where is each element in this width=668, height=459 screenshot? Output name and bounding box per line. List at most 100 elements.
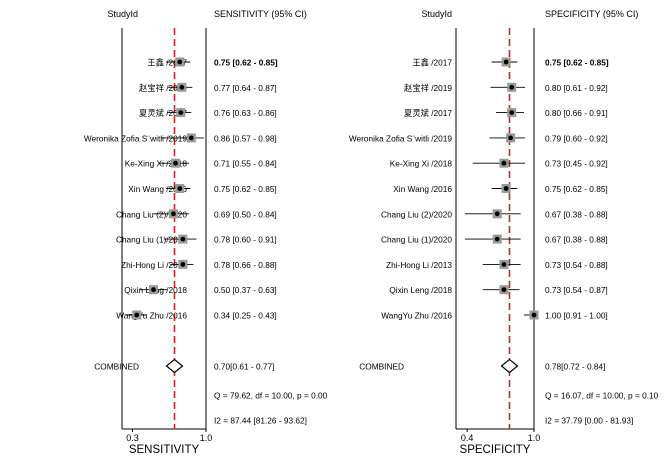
study-row: Zhi-Hong Li /2013 0.73 [0.54 - 0.88] (386, 259, 608, 270)
point-estimate-marker (151, 287, 156, 293)
study-ci-value: 0.67 [0.38 - 0.88] (545, 235, 608, 245)
study-ci-value: 0.75 [0.62 - 0.85] (545, 58, 609, 68)
combined-diamond (165, 358, 184, 374)
study-row: Zhi-Hong Li /2013 0.78 [0.66 - 0.88] (121, 259, 277, 270)
point-estimate-marker (494, 211, 500, 217)
point-estimate-marker (501, 262, 507, 267)
study-ci-value: 0.73 [0.54 - 0.88] (545, 260, 608, 270)
point-estimate-marker (178, 110, 184, 115)
study-ci-value: 0.77 [0.64 - 0.87] (214, 83, 277, 93)
study-name: 赵宝祥 /2019 (139, 83, 187, 93)
combined-ci-value: 0.78[0.72 - 0.84] (545, 362, 605, 372)
study-row: Xin Wang /2016 0.75 [0.62 - 0.85] (128, 184, 277, 194)
point-estimate-marker (188, 135, 194, 141)
point-estimate-marker (171, 211, 176, 217)
study-ci-value: 0.67 [0.38 - 0.88] (545, 209, 608, 219)
study-row: Chang Liu (2)/2020 0.67 [0.38 - 0.88] (381, 209, 608, 219)
study-name: Weronika Zofia S¨witli /2019 (349, 133, 453, 143)
study-ci-value: 0.73 [0.45 - 0.92] (545, 159, 608, 169)
study-ci-value: 0.71 [0.55 - 0.84] (214, 159, 277, 169)
study-ci-value: 1.00 [0.91 - 1.00] (545, 311, 608, 321)
x-axis-label: SPECIFICITY (460, 444, 531, 456)
point-estimate-marker (501, 160, 507, 166)
header-study-id: StudyId (107, 9, 138, 19)
point-estimate-marker (501, 287, 507, 293)
study-ci-value: 0.73 [0.54 - 0.87] (545, 285, 608, 295)
study-row: Ke-Xing Xi /2018 0.73 [0.45 - 0.92] (390, 158, 608, 169)
study-name: 王鑫 /2017 (147, 58, 187, 68)
study-ci-value: 0.75 [0.62 - 0.85] (545, 184, 608, 194)
study-row: Chang Liu (1)/2020 0.67 [0.38 - 0.88] (381, 234, 608, 245)
header-ci: SENSITIVITY (95% CI) (214, 9, 307, 19)
study-ci-value: 0.75 [0.62 - 0.85] (214, 184, 277, 194)
x-tick-label: 1.0 (528, 433, 541, 443)
point-estimate-marker (180, 236, 186, 242)
x-axis-label: SENSITIVITY (129, 444, 200, 456)
study-row: Ke-Xing Xi /2018 0.71 [0.55 - 0.84] (125, 158, 277, 169)
point-estimate-marker (503, 186, 509, 191)
study-row: Xin Wang /2016 0.75 [0.62 - 0.85] (393, 184, 608, 194)
study-row: 赵宝祥 /2019 0.77 [0.64 - 0.87] (139, 82, 277, 93)
study-name: Xin Wang /2016 (128, 184, 187, 194)
study-name: 赵宝祥 /2019 (404, 83, 452, 93)
heterogeneity-stat: I2 = 37.79 [0.00 - 81.93] (545, 416, 633, 426)
combined-diamond (500, 358, 519, 374)
study-row: WangYu Zhu /2016 0.34 [0.25 - 0.43] (116, 310, 277, 321)
study-row: 夏灵斌 /2017 0.80 [0.66 - 0.91] (404, 108, 608, 118)
study-name: 夏灵斌 /2017 (139, 108, 187, 118)
forest-panel-2: StudyId SPECIFICITY (95% CI) 0.4 1.0SPECIFI… (349, 9, 659, 456)
study-row: Weronika Zofia S¨witli /2019 0.86 [0.57 -… (84, 133, 277, 143)
point-estimate-marker (509, 84, 515, 90)
combined-ci-value: 0.70[0.61 - 0.77] (214, 362, 274, 372)
study-ci-value: 0.50 [0.37 - 0.63] (214, 285, 277, 295)
point-estimate-marker (180, 262, 186, 267)
study-name: Chang Liu (1)/2020 (116, 235, 187, 245)
study-name: Chang Liu (2)/2020 (116, 209, 187, 219)
study-name: 夏灵斌 /2017 (404, 108, 452, 118)
study-row: Weronika Zofia S¨witli /2019 0.79 [0.60 -… (349, 133, 608, 143)
study-ci-value: 0.34 [0.25 - 0.43] (214, 311, 277, 321)
study-name: Zhi-Hong Li /2013 (386, 260, 452, 270)
study-ci-value: 0.69 [0.50 - 0.84] (214, 209, 277, 219)
study-name: Chang Liu (2)/2020 (381, 209, 452, 219)
point-estimate-marker (531, 312, 537, 318)
study-name: Zhi-Hong Li /2013 (121, 260, 187, 270)
point-estimate-marker (177, 59, 183, 65)
study-ci-value: 0.80 [0.66 - 0.91] (545, 108, 608, 118)
combined-label: COMBINED (94, 362, 139, 372)
study-name: 王鑫 /2017 (412, 58, 452, 68)
forest-panel-1: StudyId SENSITIVITY (95% CI) 0.3 1.0SENSITI… (84, 9, 328, 456)
point-estimate-marker (494, 236, 500, 242)
x-tick-label: 0.3 (126, 433, 139, 443)
study-name: Qixin Leng /2018 (389, 285, 452, 295)
study-ci-value: 0.78 [0.66 - 0.88] (214, 260, 277, 270)
study-row: 王鑫 /2017 0.75 [0.62 - 0.85] (147, 57, 278, 68)
study-name: WangYu Zhu /2016 (116, 311, 187, 321)
header-study-id: StudyId (421, 9, 452, 19)
combined-label: COMBINED (359, 362, 404, 372)
study-name: Xin Wang /2016 (393, 184, 452, 194)
point-estimate-marker (177, 186, 183, 191)
study-row: WangYu Zhu /2016 1.00 [0.91 - 1.00] (381, 310, 608, 321)
study-ci-value: 0.80 [0.61 - 0.92] (545, 83, 608, 93)
study-name: Chang Liu (1)/2020 (381, 235, 452, 245)
x-tick-label: 1.0 (200, 433, 213, 443)
point-estimate-marker (173, 160, 178, 166)
study-row: Chang Liu (1)/2020 0.78 [0.60 - 0.91] (116, 234, 277, 245)
point-estimate-marker (509, 110, 515, 115)
heterogeneity-stat: Q = 79.62, df = 10.00, p = 0.00 (214, 391, 328, 401)
point-estimate-marker (179, 84, 185, 90)
study-ci-value: 0.76 [0.63 - 0.86] (214, 108, 277, 118)
combined-row: COMBINED 0.78[0.72 - 0.84] (359, 358, 605, 374)
study-row: Chang Liu (2)/2020 0.69 [0.50 - 0.84] (116, 209, 277, 219)
study-row: 赵宝祥 /2019 0.80 [0.61 - 0.92] (404, 82, 608, 93)
study-ci-value: 0.79 [0.60 - 0.92] (545, 133, 608, 143)
point-estimate-marker (508, 135, 513, 141)
study-row: 夏灵斌 /2017 0.76 [0.63 - 0.86] (139, 108, 277, 118)
header-ci: SPECIFICITY (95% CI) (545, 9, 638, 19)
heterogeneity-stat: Q = 16.07, df = 10.00, p = 0.10 (545, 391, 659, 401)
x-tick-label: 0.4 (461, 433, 474, 443)
study-ci-value: 0.86 [0.57 - 0.98] (214, 133, 277, 143)
